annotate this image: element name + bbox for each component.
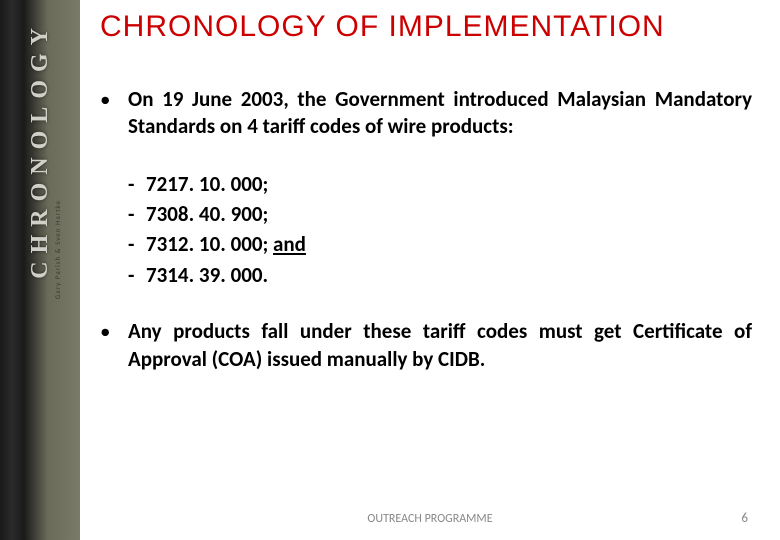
body-text: • On 19 June 2003, the Government introd…: [100, 86, 752, 373]
intro-prefix: On: [128, 86, 162, 112]
list-item: - 7308. 40. 900;: [128, 199, 752, 229]
bullet-outro: • Any products fall under these tariff c…: [100, 318, 752, 373]
code-value: 7217. 10. 000;: [146, 169, 268, 199]
code-value: 7314. 39. 000.: [146, 260, 268, 290]
bullet-marker: •: [100, 318, 128, 373]
page-number: 6: [741, 511, 748, 526]
footer-program: OUTREACH PROGRAMME: [80, 512, 780, 526]
intro-paragraph: On 19 June 2003, the Government introduc…: [128, 86, 752, 141]
intro-count: 4 tariff codes: [247, 113, 360, 139]
code-value: 7312. 10. 000;: [146, 231, 273, 257]
spine-title: CHRONOLOGY: [27, 20, 54, 279]
dash-marker: -: [128, 199, 146, 229]
outro-paragraph: Any products fall under these tariff cod…: [128, 318, 752, 373]
bullet-intro: • On 19 June 2003, the Government introd…: [100, 86, 752, 141]
dash-marker: -: [128, 169, 146, 199]
intro-suffix: of wire products:: [360, 113, 513, 139]
dash-marker: -: [128, 229, 146, 259]
page-title: CHRONOLOGY OF IMPLEMENTATION: [100, 10, 752, 44]
spine-subtitle: Gary Parish & Sven Hartke: [53, 200, 62, 299]
code-and: and: [273, 231, 306, 257]
list-item: - 7217. 10. 000;: [128, 169, 752, 199]
bullet-marker: •: [100, 86, 128, 141]
intro-date: 19 June 2003: [162, 86, 283, 112]
tariff-code-list: - 7217. 10. 000; - 7308. 40. 900; - 7312…: [128, 169, 752, 291]
list-item: - 7312. 10. 000; and: [128, 229, 752, 259]
list-item: - 7314. 39. 000.: [128, 260, 752, 290]
dash-marker: -: [128, 260, 146, 290]
book-spine: CHRONOLOGY Gary Parish & Sven Hartke: [0, 0, 80, 540]
code-value: 7308. 40. 900;: [146, 199, 268, 229]
slide-content: CHRONOLOGY OF IMPLEMENTATION • On 19 Jun…: [80, 0, 780, 540]
